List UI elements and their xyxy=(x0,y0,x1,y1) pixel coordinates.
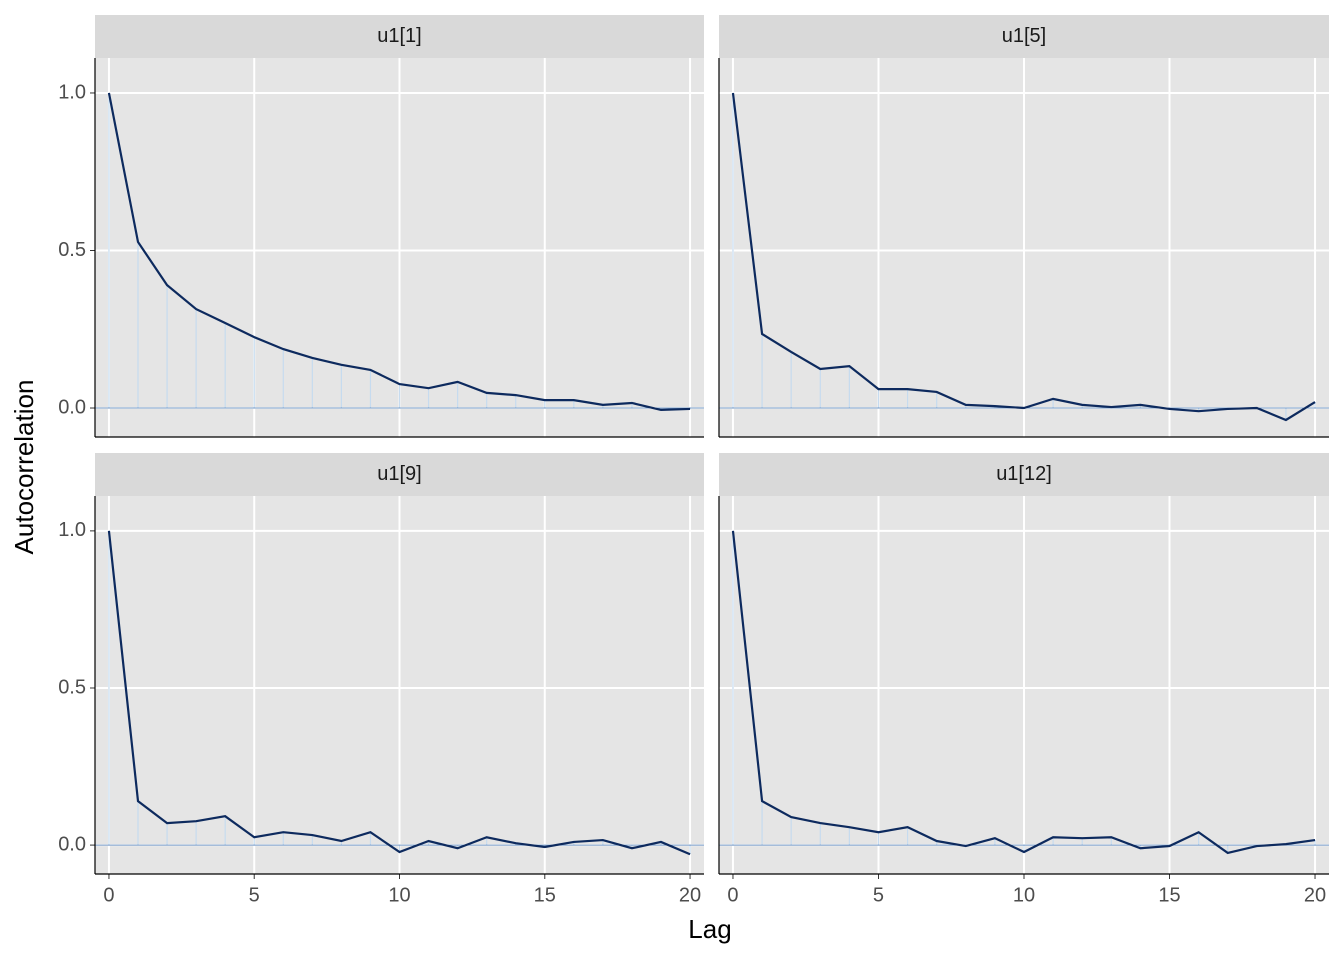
x-tick-label: 10 xyxy=(388,884,410,906)
strip-title: u1[1] xyxy=(377,25,421,47)
strip xyxy=(719,453,1329,496)
y-tick-label: 0.5 xyxy=(58,676,86,698)
x-tick-label: 20 xyxy=(679,884,701,906)
y-tick-label: 0.0 xyxy=(58,396,86,418)
y-tick-label: 0.5 xyxy=(58,239,86,261)
x-tick-label: 5 xyxy=(873,884,884,906)
y-tick-label: 1.0 xyxy=(58,519,86,541)
x-tick-label: 15 xyxy=(534,884,556,906)
y-axis-title: Autocorrelation xyxy=(9,380,39,555)
acf-line xyxy=(731,92,1316,422)
x-tick-label: 15 xyxy=(1158,884,1180,906)
strip xyxy=(95,453,704,496)
strip-title: u1[9] xyxy=(377,463,421,485)
strip xyxy=(95,15,704,58)
x-tick-label: 5 xyxy=(249,884,260,906)
x-axis-title: Lag xyxy=(688,914,731,944)
y-tick-label: 1.0 xyxy=(58,81,86,103)
acf-line xyxy=(731,530,1316,855)
x-tick-label: 10 xyxy=(1013,884,1035,906)
strip-title: u1[5] xyxy=(1002,25,1046,47)
strip xyxy=(719,15,1329,58)
x-tick-label: 0 xyxy=(727,884,738,906)
acf-line xyxy=(107,530,691,856)
acf-line xyxy=(107,92,691,412)
x-tick-label: 20 xyxy=(1304,884,1326,906)
strip-title: u1[12] xyxy=(996,463,1052,485)
x-tick-label: 0 xyxy=(103,884,114,906)
y-tick-label: 0.0 xyxy=(58,833,86,855)
